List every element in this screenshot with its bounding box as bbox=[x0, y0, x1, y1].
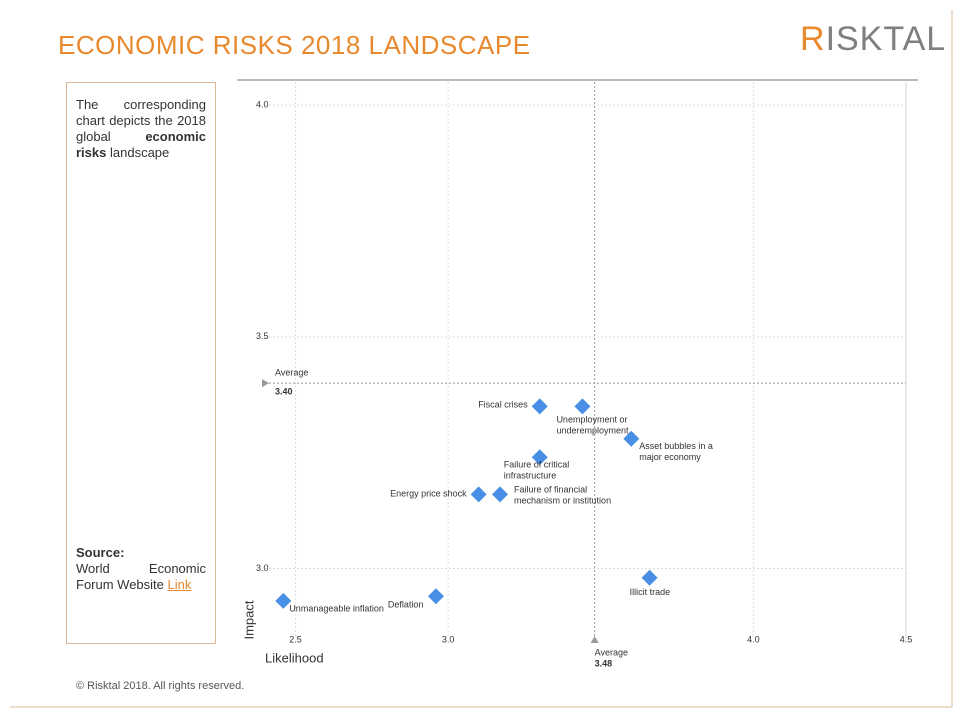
point bbox=[275, 592, 292, 609]
point-label: Deflation bbox=[388, 600, 424, 610]
x-tick-label: 4.5 bbox=[900, 634, 913, 644]
point bbox=[641, 569, 658, 586]
average-label: Average bbox=[595, 647, 628, 657]
point-label-line: Asset bubbles in a bbox=[639, 441, 713, 451]
average-value: 3.40 bbox=[275, 387, 293, 397]
point-label: Unemployment or underemployment bbox=[556, 415, 629, 436]
intro: The corresponding chart depicts the 2018… bbox=[76, 97, 206, 144]
y-tick-label: 4.0 bbox=[256, 100, 269, 110]
point-label-line: major economy bbox=[639, 452, 701, 462]
point bbox=[492, 486, 509, 503]
average-marker bbox=[262, 379, 269, 388]
point-label-line: underemployment bbox=[556, 426, 629, 436]
point bbox=[531, 449, 548, 466]
point bbox=[574, 398, 591, 415]
x-axis-label: Likelihood bbox=[265, 650, 324, 665]
point-label: Unmanageable inflation bbox=[289, 603, 384, 613]
side-panel: The corresponding chart depicts the 2018… bbox=[66, 82, 216, 644]
footer: © Risktal 2018. All rights reserved. bbox=[76, 680, 245, 692]
point bbox=[470, 486, 487, 503]
x-tick-label: 2.5 bbox=[289, 634, 302, 644]
x-tick-label: 3.0 bbox=[442, 634, 455, 644]
title: ECONOMIC RISKS 2018 LANDSCAPE bbox=[58, 30, 531, 60]
point-label-line: Unemployment or bbox=[556, 415, 627, 425]
point bbox=[427, 588, 444, 605]
y-axis-label: Impact bbox=[241, 600, 256, 639]
average-value: 3.48 bbox=[595, 658, 613, 668]
point-label: Failure of financial mechanism or institu… bbox=[514, 485, 611, 506]
point-label-line: infrastructure bbox=[504, 471, 557, 481]
y-tick-label: 3.5 bbox=[256, 331, 269, 341]
intro-bold: economic risks bbox=[76, 129, 206, 160]
point-label-line: Failure of financial bbox=[514, 485, 587, 495]
source-link[interactable]: Link bbox=[167, 577, 192, 592]
point bbox=[531, 398, 548, 415]
point-label: Illicit trade bbox=[630, 587, 671, 597]
point-label-line: Failure of critical bbox=[504, 460, 570, 470]
point bbox=[623, 430, 640, 447]
point-label: Fiscal crises bbox=[478, 400, 528, 410]
source-label: Source: bbox=[76, 545, 125, 560]
source: Source: World Economic Forum Website Lin… bbox=[76, 545, 206, 593]
y-tick-label: 3.0 bbox=[256, 563, 269, 573]
point-label: Energy price shock bbox=[390, 489, 467, 499]
point-label-line: mechanism or institution bbox=[514, 496, 611, 506]
x-tick-label: 4.0 bbox=[747, 634, 760, 644]
intro-end: landscape bbox=[110, 145, 170, 160]
source-text: World Economic Forum Website bbox=[76, 561, 206, 592]
average-marker bbox=[590, 636, 599, 643]
logo: RISKTAL bbox=[800, 20, 947, 58]
point-label: Asset bubbles in a major economy bbox=[639, 441, 713, 462]
point-label: Failure of critical infrastructure bbox=[504, 460, 570, 481]
average-label: Average bbox=[275, 368, 308, 378]
